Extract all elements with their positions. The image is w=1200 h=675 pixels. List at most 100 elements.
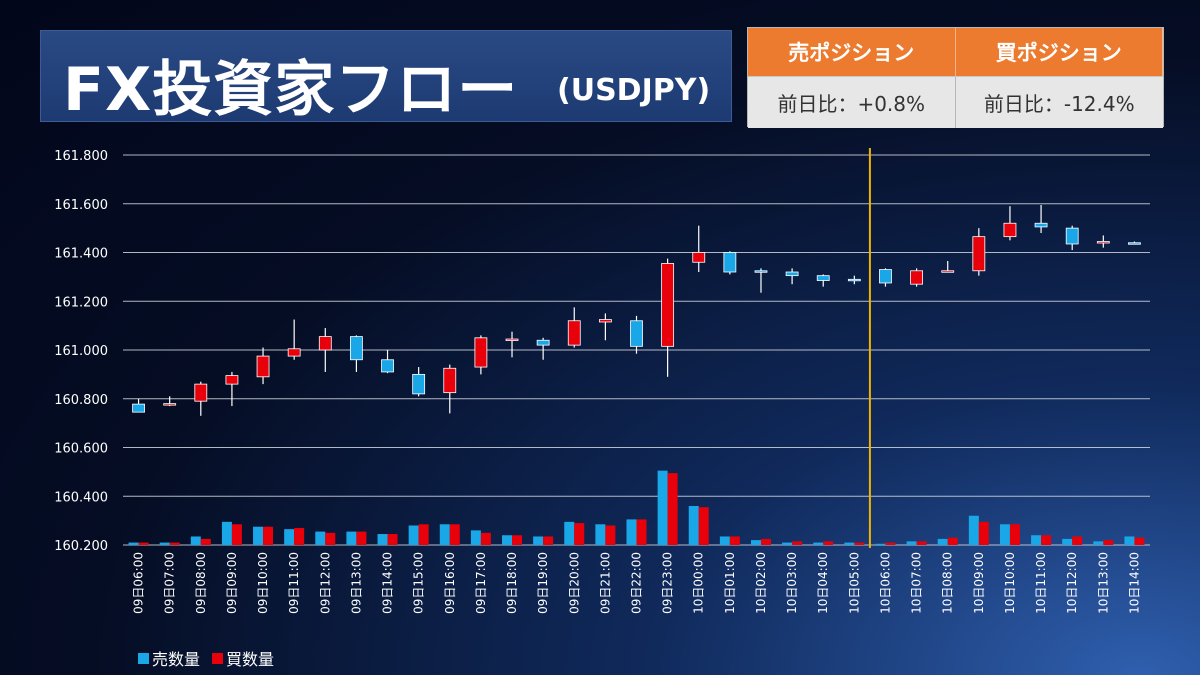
x-tick-label: 10日10:00 [1003, 552, 1017, 614]
legend-buy: 買数量 [212, 646, 274, 670]
buy-volume-bar [1041, 535, 1052, 545]
sell-volume-bar [906, 541, 917, 545]
sell-volume-bar [1031, 535, 1042, 545]
sell-position-change: 前日比：+0.8% [748, 76, 956, 128]
sell-volume-bar [377, 534, 388, 545]
y-tick-label: 160.200 [54, 539, 108, 554]
y-tick-label: 161.400 [54, 247, 108, 262]
candle-body [598, 319, 612, 323]
buy-volume-bar [854, 542, 865, 545]
buy-volume-bar [823, 541, 834, 545]
buy-volume-bar [356, 531, 367, 545]
x-tick-label: 09日21:00 [598, 552, 612, 614]
x-tick-label: 10日12:00 [1065, 552, 1079, 614]
buy-volume-bar [418, 524, 429, 545]
buy-volume-bar [978, 521, 989, 545]
sell-volume-bar [1093, 541, 1104, 545]
candle-body [941, 270, 955, 273]
x-tick-label: 10日09:00 [972, 552, 986, 614]
x-tick-label: 09日23:00 [661, 552, 675, 614]
candle-body [567, 320, 581, 346]
x-tick-label: 10日06:00 [878, 552, 892, 614]
buy-volume-bar [512, 535, 523, 545]
buy-volume-bar [729, 536, 740, 545]
x-tick-label: 10日14:00 [1127, 552, 1141, 614]
x-tick-label: 09日18:00 [505, 552, 519, 614]
y-tick-label: 160.600 [54, 442, 108, 457]
x-tick-label: 10日13:00 [1096, 552, 1110, 614]
sell-volume-bar [439, 524, 450, 545]
y-tick-label: 161.200 [54, 295, 108, 310]
buy-volume-bar [605, 525, 616, 545]
candle-body [879, 269, 892, 284]
buy-volume-bar [449, 524, 460, 545]
y-tick-label: 160.800 [54, 393, 108, 408]
buy-volume-bar [231, 524, 242, 545]
candle-body [256, 355, 270, 378]
sell-volume-bar [937, 538, 948, 545]
sell-volume-bar [159, 542, 170, 545]
sell-volume-bar [346, 531, 357, 545]
x-tick-label: 09日11:00 [287, 552, 301, 614]
buy-volume-bar [698, 507, 709, 545]
candle-body [1096, 241, 1110, 244]
candle-body [443, 367, 457, 394]
candle-body [505, 338, 519, 341]
chart-legend: 売数量 買数量 [138, 646, 274, 670]
buy-volume-bar [138, 542, 149, 545]
sell-volume-bar [626, 519, 637, 545]
buy-volume-bar [480, 532, 491, 545]
x-tick-label: 09日07:00 [163, 552, 177, 614]
candle-body [910, 270, 923, 285]
sell-volume-bar [470, 530, 481, 545]
candle-body [318, 336, 332, 351]
buy-volume-bar [1103, 540, 1114, 545]
x-tick-label: 09日08:00 [194, 552, 208, 614]
sell-volume-bar [253, 526, 264, 545]
legend-buy-label: 買数量 [226, 650, 275, 669]
buy-volume-bar [1072, 536, 1083, 545]
buy-volume-bar [200, 538, 211, 545]
x-tick-label: 09日19:00 [536, 552, 550, 614]
x-tick-label: 10日04:00 [816, 552, 830, 614]
buy-volume-bar [325, 532, 336, 545]
buy-position-header: 買ポジション [955, 28, 1163, 76]
buy-volume-bar [760, 538, 771, 545]
candle-body [661, 263, 675, 347]
position-table: 売ポジション 買ポジション 前日比：+0.8% 前日比：-12.4% [747, 27, 1164, 128]
candle-body [1034, 222, 1048, 228]
buy-volume-bar [916, 541, 927, 545]
legend-sell-swatch [138, 652, 149, 664]
candle-body [692, 252, 706, 263]
y-tick-label: 161.000 [54, 344, 108, 359]
x-tick-label: 10日02:00 [754, 552, 768, 614]
candle-body [723, 252, 737, 273]
buy-volume-bar [667, 473, 678, 545]
sell-volume-bar [408, 525, 419, 545]
sell-volume-bar [844, 542, 855, 545]
x-tick-label: 09日15:00 [412, 552, 426, 614]
candle-body [225, 375, 239, 385]
buy-position-change: 前日比：-12.4% [955, 76, 1163, 128]
candle-body [847, 278, 861, 282]
sell-volume-bar [688, 506, 699, 545]
x-tick-label: 10日05:00 [847, 552, 861, 614]
candle-body [474, 337, 488, 368]
sell-volume-bar [657, 470, 668, 545]
sell-volume-bar [564, 521, 575, 545]
candle-body [1003, 222, 1017, 238]
sell-volume-bar [719, 536, 730, 545]
sell-volume-bar [750, 540, 761, 545]
x-tick-label: 10日08:00 [941, 552, 955, 614]
x-tick-label: 09日10:00 [256, 552, 270, 614]
buy-volume-bar [294, 527, 305, 545]
sell-position-header: 売ポジション [748, 28, 956, 76]
buy-volume-bar [636, 519, 647, 545]
legend-sell: 売数量 [138, 646, 200, 670]
sell-volume-bar [999, 524, 1010, 545]
buy-volume-bar [169, 542, 180, 545]
sell-volume-bar [284, 529, 295, 545]
x-tick-label: 10日11:00 [1034, 552, 1048, 614]
candle-body [1065, 227, 1079, 245]
